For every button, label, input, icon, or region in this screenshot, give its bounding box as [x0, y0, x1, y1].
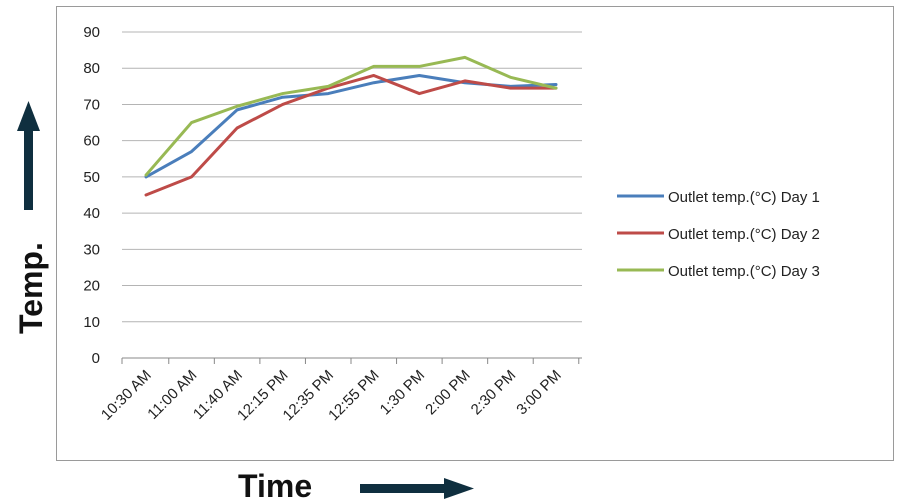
x-tick-label: 2:00 PM [422, 367, 474, 419]
data-point [327, 92, 330, 95]
y-tick-label: 20 [83, 278, 100, 295]
y-tick-label: 40 [83, 205, 100, 222]
y-tick-label: 70 [83, 96, 100, 113]
legend-label: Outlet temp.(°C) Day 3 [668, 263, 820, 280]
x-axis [121, 357, 582, 364]
legend: Outlet temp.(°C) Day 1 Outlet temp.(°C) D… [617, 189, 820, 280]
y-tick-label: 60 [83, 133, 100, 150]
x-tick-label: 2:30 PM [468, 367, 520, 419]
legend-label: Outlet temp.(°C) Day 1 [668, 189, 820, 206]
data-point [190, 175, 193, 179]
data-point [144, 193, 148, 197]
y-tick-label: 10 [83, 314, 100, 331]
data-point [509, 86, 512, 90]
y-tick-label: 90 [83, 24, 100, 41]
y-tick-label: 80 [83, 60, 100, 77]
data-point [554, 83, 558, 86]
y-tick-label: 50 [83, 169, 100, 186]
data-point [235, 126, 239, 130]
data-point [372, 74, 375, 77]
data-point [372, 65, 375, 68]
data-point [463, 79, 467, 83]
x-axis-title-group: Time [238, 468, 474, 503]
x-axis-arrow [360, 478, 474, 499]
y-axis-title-group: Temp. [13, 101, 49, 334]
data-point [463, 56, 467, 59]
data-point [281, 96, 284, 99]
x-tick-label: 12:55 PM [325, 367, 382, 424]
y-tick-label: 0 [92, 350, 100, 367]
data-point [509, 76, 512, 79]
series-line-day-3 [144, 55, 558, 177]
x-axis-title: Time [238, 468, 312, 503]
x-tick-label: 10:30 AM [98, 367, 155, 424]
data-point [281, 92, 284, 95]
x-tick-label: 11:00 AM [144, 367, 200, 423]
series-line-day-2 [144, 73, 558, 197]
y-axis-title: Temp. [13, 242, 49, 334]
data-point [190, 121, 193, 124]
data-point [235, 108, 239, 112]
data-point [418, 74, 421, 77]
data-point [418, 92, 421, 95]
x-tick-label: 3:00 PM [513, 367, 565, 419]
data-point [235, 105, 239, 108]
series-lines [144, 55, 558, 197]
data-point [372, 81, 375, 84]
data-point [144, 173, 148, 177]
y-tick-labels: 0 10 20 30 40 50 60 70 80 90 [83, 24, 100, 367]
data-point [554, 86, 558, 90]
data-point [190, 150, 193, 153]
data-point [327, 85, 330, 88]
data-point [281, 103, 284, 106]
y-axis-arrow [17, 101, 40, 210]
data-point [418, 65, 421, 68]
y-tick-label: 30 [83, 241, 100, 258]
x-tick-label: 1:30 PM [377, 367, 429, 419]
legend-label: Outlet temp.(°C) Day 2 [668, 226, 820, 243]
